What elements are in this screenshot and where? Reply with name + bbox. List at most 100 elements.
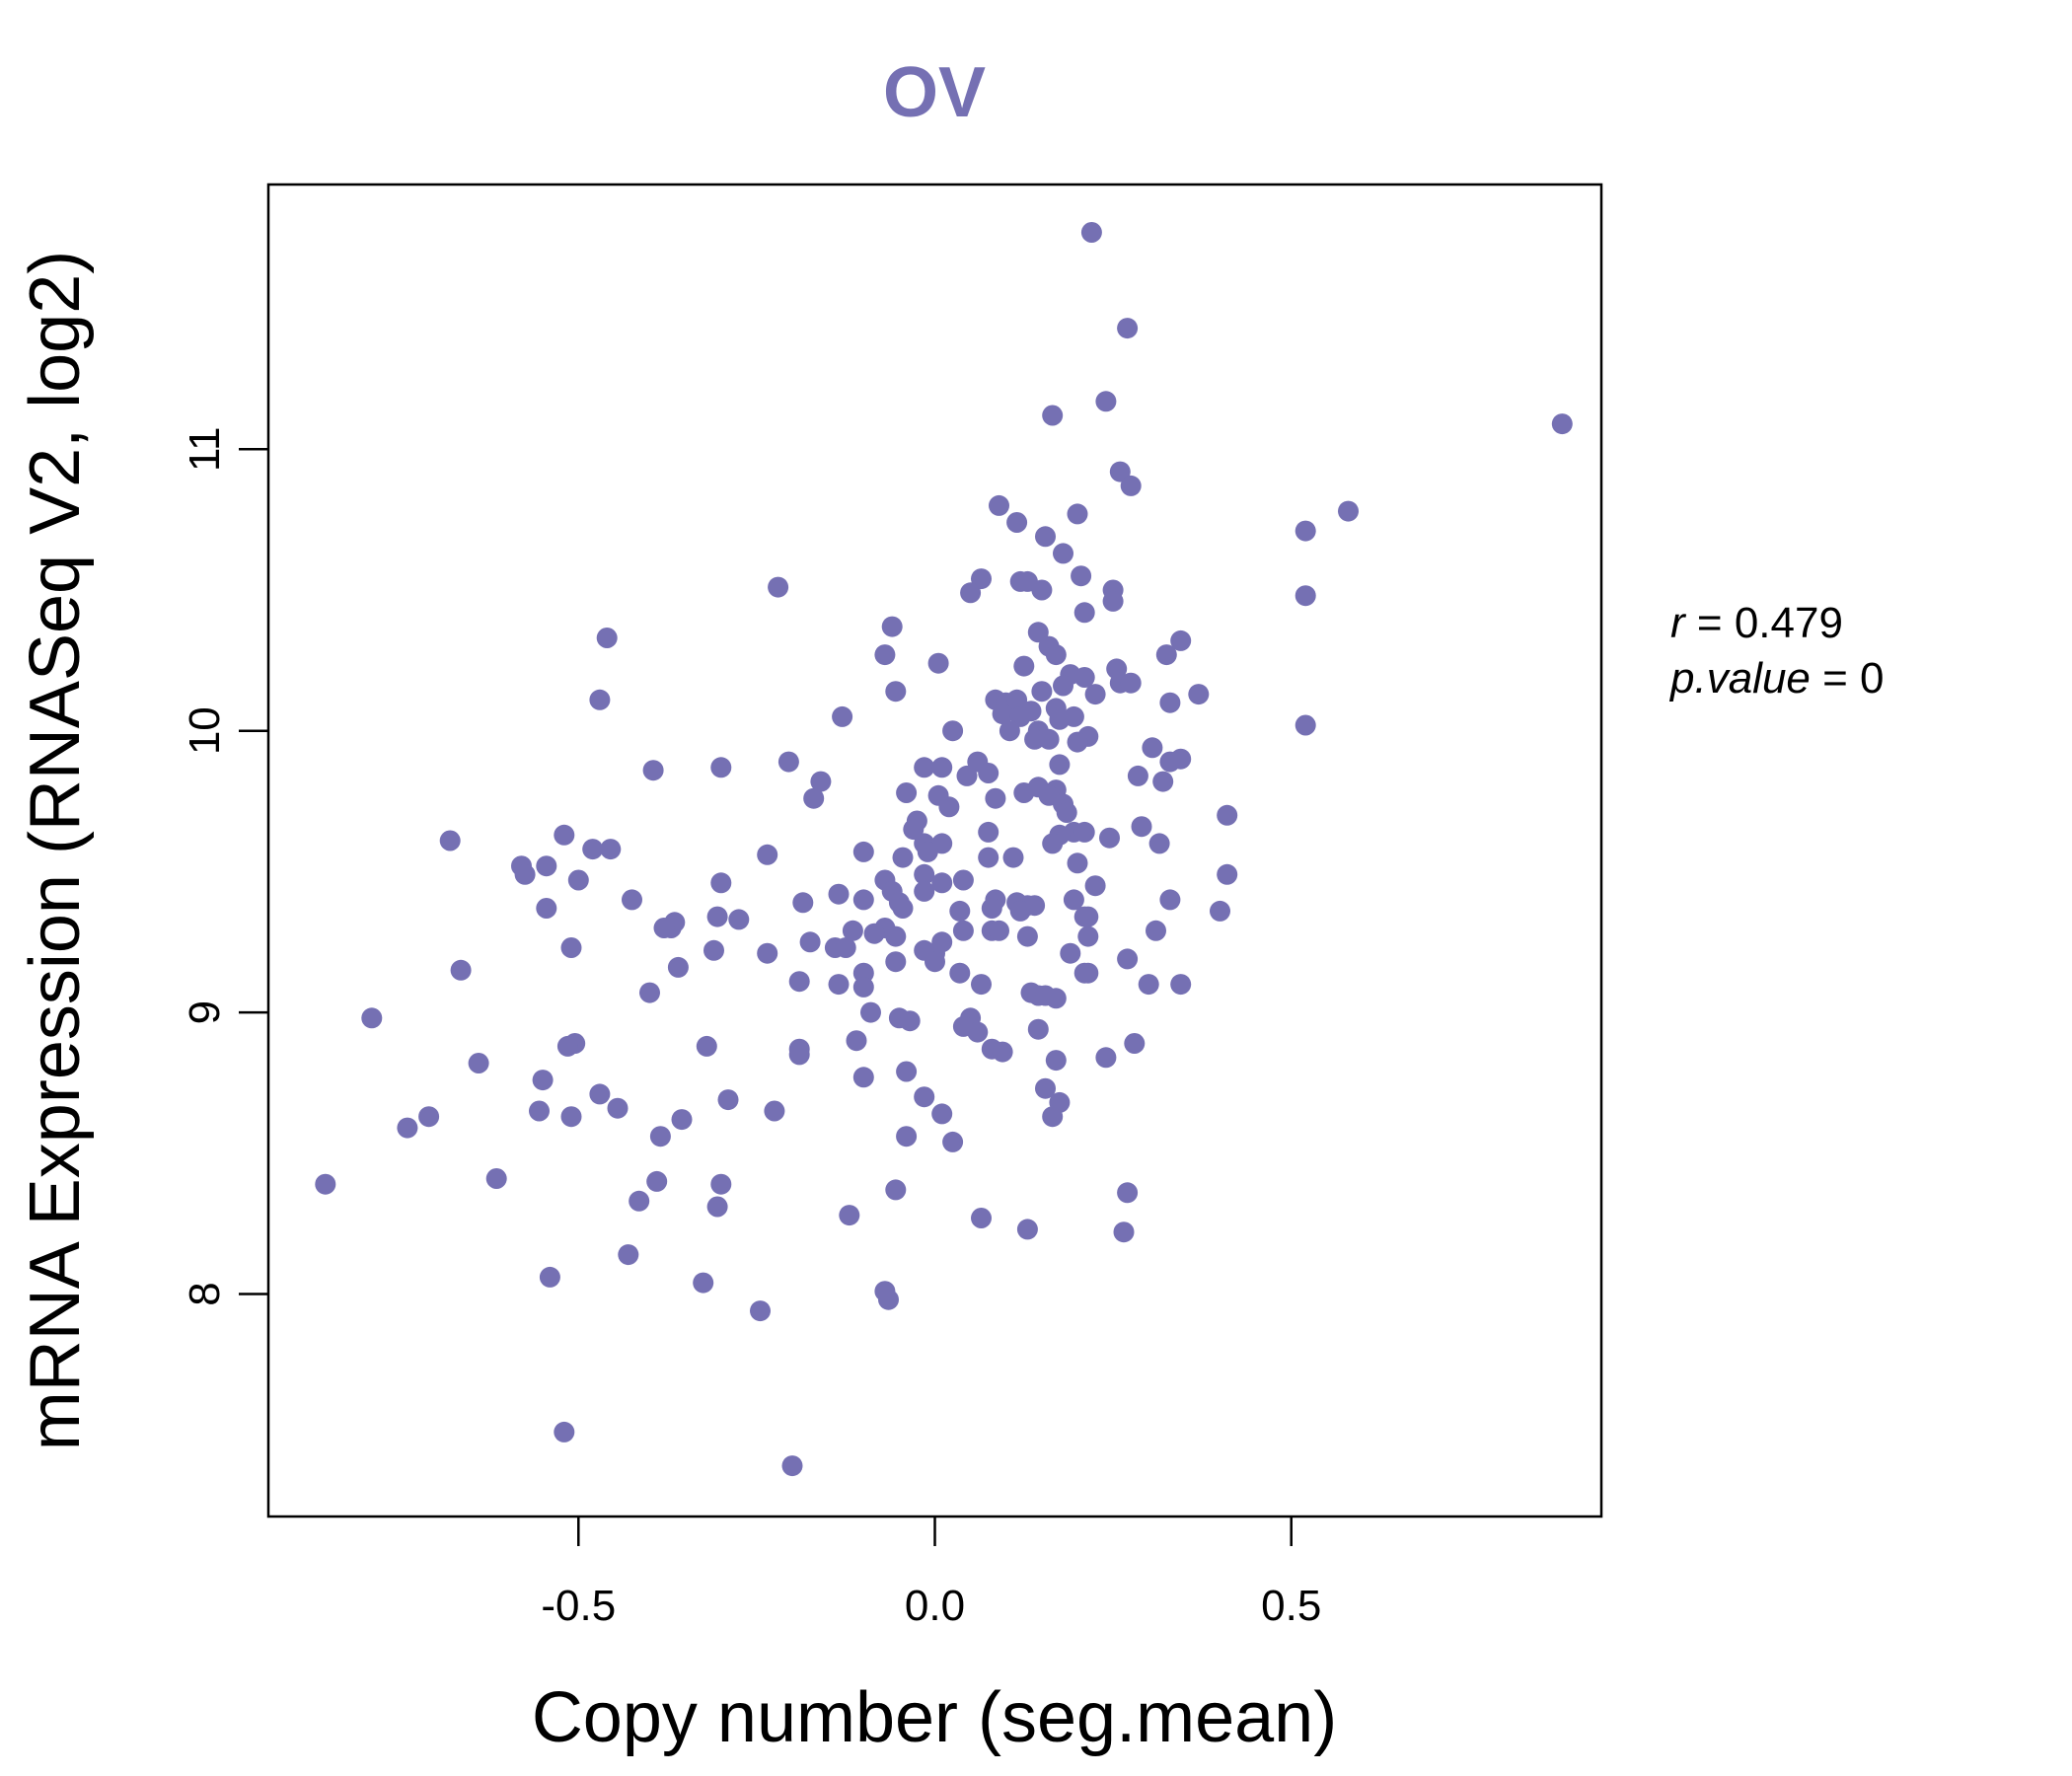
data-point	[1045, 1050, 1067, 1072]
data-point	[1142, 737, 1163, 759]
data-point	[885, 925, 907, 947]
data-point	[717, 1089, 739, 1111]
data-point	[1042, 833, 1064, 854]
data-point	[949, 900, 971, 922]
data-point	[1077, 906, 1099, 927]
data-point	[706, 1196, 728, 1218]
data-point	[885, 681, 907, 703]
data-point	[1077, 962, 1099, 984]
y-tick-label: 9	[181, 1000, 229, 1024]
data-point	[539, 1266, 560, 1288]
data-point	[1551, 413, 1573, 435]
data-point	[582, 839, 604, 860]
data-point	[560, 937, 582, 958]
r-equals: =	[1685, 599, 1735, 647]
data-point	[618, 1244, 639, 1266]
data-points	[315, 222, 1573, 1477]
data-point	[1071, 565, 1092, 587]
data-point	[1146, 920, 1166, 941]
data-point	[942, 720, 964, 742]
data-point	[952, 920, 974, 941]
data-point	[828, 974, 850, 996]
p-label: p.value	[1668, 654, 1811, 703]
correlation-r-stat: r = 0.479	[1670, 599, 1843, 647]
data-point	[667, 956, 689, 978]
data-point	[1117, 948, 1139, 970]
data-point	[960, 582, 982, 604]
data-point	[828, 883, 850, 905]
data-point	[885, 1179, 907, 1201]
data-point	[706, 906, 728, 927]
data-point	[1009, 705, 1031, 727]
data-point	[1067, 503, 1088, 525]
data-point	[607, 1097, 629, 1119]
data-point	[468, 1053, 489, 1073]
data-point	[757, 942, 778, 964]
data-point	[560, 1106, 582, 1128]
data-point	[1113, 1221, 1135, 1243]
data-point	[1063, 889, 1084, 911]
data-point	[622, 889, 642, 911]
data-point	[1095, 391, 1117, 412]
x-tick-label: -0.5	[541, 1582, 616, 1630]
data-point	[653, 918, 675, 938]
data-point	[1080, 222, 1102, 243]
data-point	[1035, 526, 1056, 548]
p-equals: =	[1811, 654, 1860, 703]
data-point	[956, 765, 978, 786]
data-point	[881, 616, 903, 637]
data-point	[927, 652, 949, 674]
data-point	[978, 763, 999, 783]
data-point	[1056, 802, 1077, 823]
data-point	[554, 824, 575, 846]
data-point	[892, 898, 914, 919]
data-point	[967, 1021, 989, 1043]
data-point	[1117, 1182, 1139, 1204]
data-point	[914, 1086, 935, 1108]
data-point	[1152, 771, 1174, 792]
data-point	[839, 1205, 860, 1226]
data-point	[999, 720, 1020, 742]
data-point	[788, 971, 810, 993]
data-point	[1027, 622, 1049, 643]
y-tick-label: 10	[181, 706, 229, 755]
data-point	[554, 1421, 575, 1443]
data-point	[529, 1100, 550, 1122]
data-point	[1095, 1047, 1117, 1069]
data-point	[1217, 804, 1238, 826]
data-point	[1210, 900, 1230, 922]
data-point	[1073, 667, 1095, 688]
data-point	[397, 1117, 418, 1139]
data-point	[596, 628, 618, 648]
data-point	[361, 1007, 383, 1029]
data-point	[1073, 821, 1095, 843]
data-point	[1295, 714, 1316, 736]
data-point	[931, 757, 953, 778]
data-point	[418, 1106, 440, 1128]
data-point	[1038, 728, 1060, 750]
data-point	[1060, 942, 1081, 964]
r-label: r	[1670, 599, 1687, 647]
data-point	[1170, 974, 1192, 996]
data-point	[1131, 816, 1152, 838]
data-point	[1127, 765, 1148, 786]
data-point	[315, 1173, 336, 1195]
data-point	[1031, 579, 1053, 601]
data-point	[978, 821, 999, 843]
data-point	[642, 760, 664, 781]
p-value: 0	[1860, 654, 1884, 703]
y-axis: 8 9 10 11	[181, 426, 268, 1306]
data-point	[1013, 655, 1035, 677]
data-point	[1295, 585, 1316, 607]
data-point	[917, 841, 938, 862]
data-point	[1170, 748, 1192, 770]
data-point	[942, 1131, 964, 1152]
data-point	[978, 847, 999, 868]
r-value: 0.479	[1735, 599, 1843, 647]
data-point	[971, 1208, 992, 1228]
data-point	[914, 880, 935, 902]
x-tick-label: 0.5	[1261, 1582, 1321, 1630]
data-point	[949, 962, 971, 984]
data-point	[852, 841, 874, 862]
